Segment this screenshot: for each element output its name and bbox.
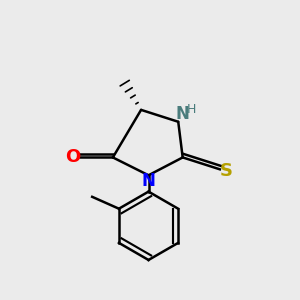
Text: H: H [187, 103, 196, 116]
Text: S: S [220, 162, 233, 180]
Text: N: N [176, 105, 190, 123]
Text: O: O [65, 148, 80, 166]
Text: N: N [142, 172, 155, 190]
